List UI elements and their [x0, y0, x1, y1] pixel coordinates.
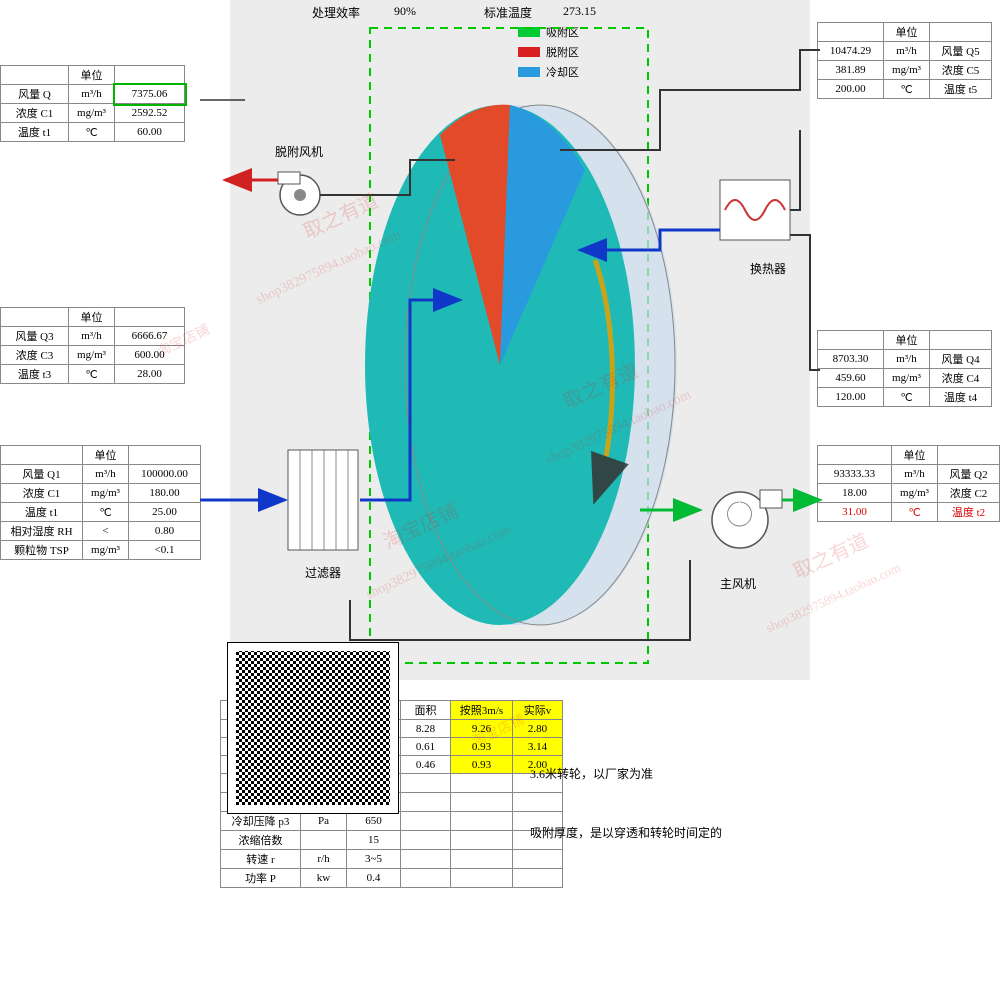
process-diagram-svg [0, 0, 1000, 700]
note-wheel: 3.6米转轮，以厂家为准 [530, 765, 653, 782]
qr-code [228, 643, 398, 813]
note-thickness: 吸附厚度，是以穿透和转轮时间定的 [530, 824, 722, 841]
